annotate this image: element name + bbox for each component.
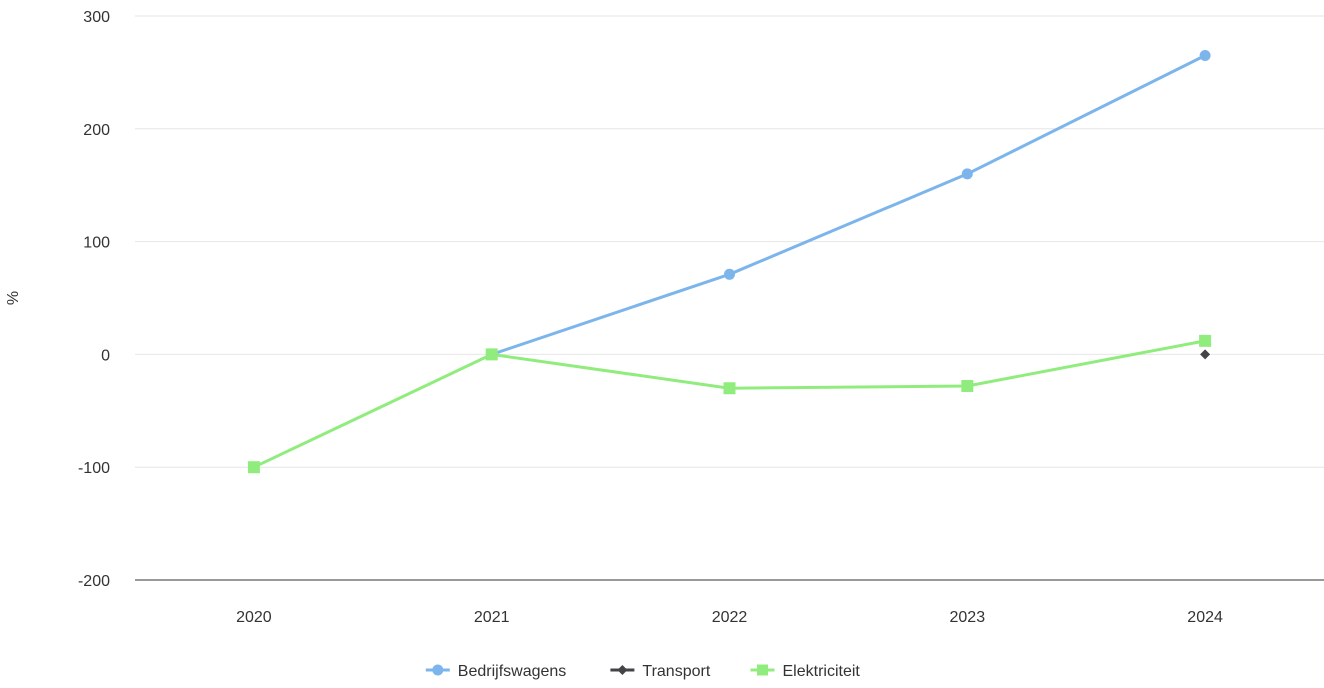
y-tick-label: -100	[78, 460, 110, 477]
legend-marker[interactable]	[432, 664, 444, 676]
data-point-elektriciteit[interactable]	[961, 379, 974, 392]
y-axis-ticks: 300 200 100 0 -100 -200	[78, 9, 110, 590]
y-tick-label: 100	[83, 235, 110, 252]
legend-label: Transport	[642, 663, 710, 680]
x-axis-ticks: 2020 2021 2022 2023 2024	[236, 609, 1223, 626]
series-line-bedrijfswagens	[490, 53, 1207, 356]
data-point-elektriciteit[interactable]	[247, 461, 260, 474]
legend-label: Bedrijfswagens	[458, 663, 567, 680]
data-point-elektriciteit[interactable]	[1199, 334, 1212, 347]
legend-item-elektriciteit[interactable]: Elektriciteit	[750, 663, 861, 680]
y-tick-label: 0	[101, 347, 110, 364]
series-group	[247, 49, 1212, 474]
series-transport	[1200, 349, 1211, 360]
data-point-bedrijfswagens[interactable]	[961, 168, 973, 180]
y-axis-label: %	[5, 291, 22, 305]
x-tick-label: 2023	[950, 609, 986, 626]
y-tick-label: 300	[83, 9, 110, 26]
series-elektriciteit	[247, 334, 1212, 474]
legend-item-bedrijfswagens[interactable]: Bedrijfswagens	[425, 663, 567, 680]
x-tick-label: 2020	[236, 609, 272, 626]
y-tick-label: 200	[83, 122, 110, 139]
legend-item-transport[interactable]: Transport	[610, 663, 711, 680]
series-line-elektriciteit	[252, 339, 1207, 469]
data-point-elektriciteit[interactable]	[485, 348, 498, 361]
series-bedrijfswagens	[486, 49, 1211, 360]
legend: Bedrijfswagens Transport Elektriciteit	[425, 663, 861, 680]
data-point-transport[interactable]	[1200, 349, 1211, 360]
data-point-bedrijfswagens[interactable]	[1199, 49, 1211, 61]
x-tick-label: 2021	[474, 609, 510, 626]
x-tick-label: 2022	[712, 609, 748, 626]
x-tick-label: 2024	[1187, 609, 1223, 626]
legend-marker[interactable]	[617, 665, 628, 675]
data-point-bedrijfswagens[interactable]	[724, 268, 735, 280]
legend-label: Elektriciteit	[783, 663, 861, 680]
data-point-elektriciteit[interactable]	[723, 382, 736, 395]
legend-marker[interactable]	[757, 664, 768, 676]
y-tick-label: -200	[78, 573, 110, 590]
